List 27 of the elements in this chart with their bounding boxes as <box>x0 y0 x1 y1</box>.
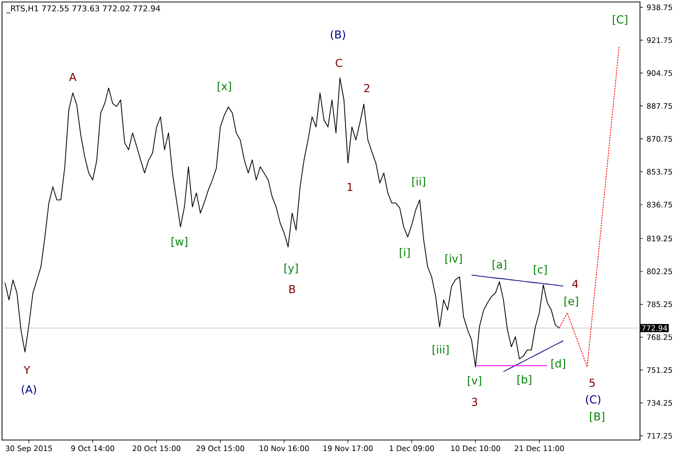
annotation: 3 <box>472 398 478 406</box>
annotation: [c] <box>534 265 547 275</box>
annotation: [b] <box>518 375 532 385</box>
annotation: (C) <box>586 395 600 405</box>
annotation: C <box>336 58 342 68</box>
annotation: 1 <box>348 182 352 191</box>
annotation: A <box>69 73 76 82</box>
annotation: [ii] <box>412 177 426 187</box>
annotation: (B) <box>330 30 346 40</box>
annotation: 2 <box>364 84 370 92</box>
annotation: [a] <box>492 260 506 270</box>
annotation: [iii] <box>432 345 449 355</box>
annotation: 4 <box>572 280 578 288</box>
annotation: B <box>289 285 296 294</box>
annotation: [y] <box>284 264 298 274</box>
annotation: [w] <box>172 237 188 247</box>
annotation: [d] <box>551 359 566 369</box>
annotation: [C] <box>612 15 628 25</box>
annotation: 5 <box>590 378 595 387</box>
annotation: [e] <box>564 296 578 307</box>
annotation: [B] <box>590 412 604 422</box>
annotation: [iv] <box>445 254 462 264</box>
annotation: (A) <box>22 385 36 395</box>
annotation: [x] <box>218 82 231 92</box>
annotation: [i] <box>400 248 410 258</box>
annotation: Y <box>24 366 30 374</box>
annotation: [v] <box>468 376 482 386</box>
